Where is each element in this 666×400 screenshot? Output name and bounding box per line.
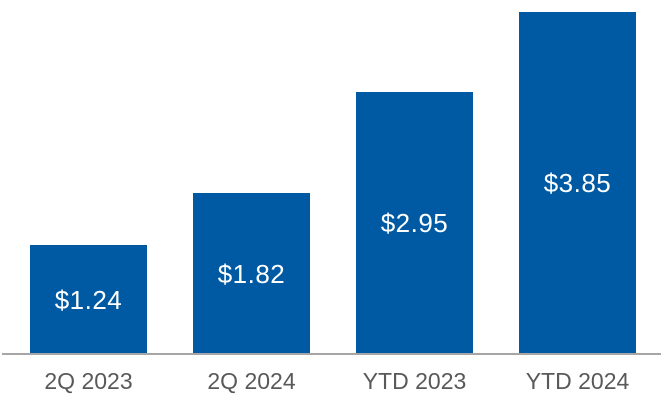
bar-2q-2023: $1.24: [30, 245, 147, 355]
x-axis-tick-label: YTD 2023: [362, 368, 467, 394]
bar-ytd-2024: $3.85: [519, 12, 636, 355]
bar-value-label: $3.85: [543, 168, 612, 198]
x-axis-tick-label: YTD 2024: [525, 368, 630, 394]
bar-ytd-2023: $2.95: [356, 92, 473, 355]
x-axis-tick-label: 2Q 2024: [207, 368, 296, 394]
x-axis-tick-label: 2Q 2023: [44, 368, 133, 394]
plot-area: $1.24 $1.82 $2.95 $3.85: [30, 12, 636, 355]
x-axis-line: [2, 353, 661, 355]
bar-value-label: $1.82: [217, 258, 286, 289]
bar-value-label: $1.24: [54, 284, 123, 315]
x-axis-labels: 2Q 2023 2Q 2024 YTD 2023 YTD 2024: [0, 367, 666, 395]
bar-2q-2024: $1.82: [193, 193, 310, 355]
bar-value-label: $2.95: [380, 208, 449, 238]
